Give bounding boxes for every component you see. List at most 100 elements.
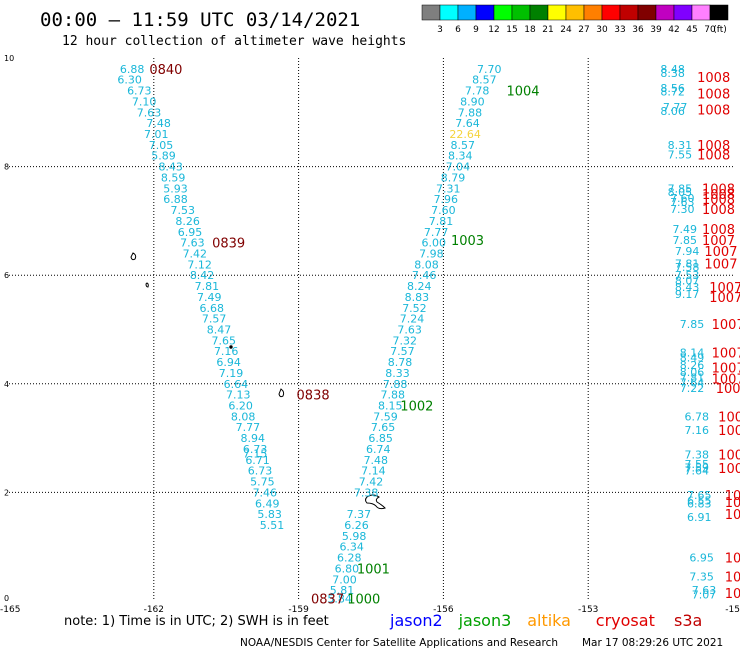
colorbar-swatch bbox=[691, 4, 711, 21]
wave-height-label: 6.80 bbox=[335, 562, 360, 575]
wave-height-label: 6.68 bbox=[199, 302, 224, 315]
wave-height-label: 6.28 bbox=[337, 552, 362, 565]
pass-time-label: 1008 bbox=[702, 193, 735, 208]
wave-height-label: 7.05 bbox=[149, 139, 174, 152]
wave-height-label: 7.16 bbox=[214, 345, 239, 358]
wave-height-label: 6.85 bbox=[368, 432, 393, 445]
wave-height-label: 7.46 bbox=[253, 486, 278, 499]
colorbar-swatch bbox=[439, 4, 459, 21]
colorbar-swatch bbox=[547, 4, 567, 21]
wave-height-label: 7.78 bbox=[465, 85, 490, 98]
y-tick-label: 4 bbox=[4, 380, 9, 389]
wave-height-label: 8.06 bbox=[660, 105, 685, 118]
wave-height-label: 6.88 bbox=[163, 193, 188, 206]
wave-height-label: 7.55 bbox=[685, 458, 710, 471]
colorbar-swatch bbox=[475, 4, 495, 21]
legend-item-cryosat: cryosat bbox=[596, 611, 655, 630]
colorbar-label: 27 bbox=[578, 25, 589, 35]
wave-height-label: 6.20 bbox=[228, 400, 253, 413]
wave-height-label: 8.42 bbox=[190, 269, 215, 282]
wave-height-label: 7.64 bbox=[680, 377, 705, 390]
wave-height-label: 8.38 bbox=[660, 67, 685, 80]
wave-height-label: 7.77 bbox=[236, 421, 261, 434]
footer-note: note: 1) Time is in UTC; 2) SWH is in fe… bbox=[64, 614, 329, 629]
pass-time-label: 1008 bbox=[702, 182, 735, 197]
wave-height-label: 7.38 bbox=[354, 486, 379, 499]
x-tick-label: -162 bbox=[144, 605, 164, 615]
wave-height-label: 8.31 bbox=[668, 139, 693, 152]
wave-height-label: 8.07 bbox=[675, 275, 700, 288]
wave-height-label: 7.38 bbox=[685, 448, 710, 461]
wave-height-label: 7.85 bbox=[668, 182, 693, 195]
wave-height-label: 7.63 bbox=[180, 237, 205, 250]
colorbar-swatch bbox=[457, 4, 477, 21]
pass-time-label: 0839 bbox=[212, 237, 245, 252]
wave-height-label: 6.73 bbox=[243, 443, 268, 456]
pass-time-label: 100 bbox=[716, 382, 740, 397]
pass-time-label: 0838 bbox=[297, 389, 330, 404]
wave-height-label: 5.81 bbox=[330, 584, 355, 597]
wave-height-label: 8.57 bbox=[472, 74, 497, 87]
pass-time-label: 1008 bbox=[697, 139, 730, 154]
wave-height-label: 8.43 bbox=[675, 281, 700, 294]
wave-height-label: 7.01 bbox=[144, 128, 169, 141]
wave-height-label: 6.83 bbox=[687, 497, 712, 510]
legend-item-jason2: jason2 bbox=[389, 611, 443, 630]
wave-height-label: 7.64 bbox=[455, 117, 480, 130]
wave-height-label: 7.35 bbox=[689, 571, 714, 584]
wave-height-label: 7.22 bbox=[680, 382, 705, 395]
colorbar-label: 45 bbox=[686, 25, 697, 35]
wave-height-label: 9.17 bbox=[675, 288, 700, 301]
wave-height-label: 7.65 bbox=[687, 489, 712, 502]
wave-height-label: 5.84 bbox=[327, 592, 352, 605]
wave-height-label: 8.57 bbox=[450, 139, 475, 152]
legend-item-jason3: jason3 bbox=[458, 611, 512, 630]
wave-height-label: 6.95 bbox=[689, 552, 714, 565]
wave-height-label: 8.34 bbox=[448, 150, 473, 163]
wave-height-label: 7.24 bbox=[400, 313, 425, 326]
pass-time-label: 10 bbox=[725, 552, 740, 567]
legend-item-altika: altika bbox=[527, 611, 571, 630]
island-outline bbox=[278, 388, 285, 398]
wave-height-label: 7.42 bbox=[359, 476, 384, 489]
wave-height-label: 6.73 bbox=[248, 465, 273, 478]
pass-time-label: 10 bbox=[725, 508, 740, 523]
wave-height-label: 7.16 bbox=[685, 424, 710, 437]
x-tick-label: -159 bbox=[288, 605, 309, 615]
pass-time-label: 1007 bbox=[712, 362, 740, 377]
wave-height-label: 6.71 bbox=[245, 454, 270, 467]
colorbar: 3 6 9 12 15 18 21 24 27 30 33 36 39 42 45 70(ft) bbox=[421, 4, 729, 35]
wave-height-label: 22.64 bbox=[449, 128, 481, 141]
wave-height-label: 7.12 bbox=[187, 258, 212, 271]
wave-height-label: 7.55 bbox=[668, 149, 693, 162]
wave-height-label: 7.85 bbox=[672, 234, 697, 247]
wave-height-label: 8.08 bbox=[231, 410, 256, 423]
wave-height-label: 7.81 bbox=[195, 280, 220, 293]
colorbar-swatch bbox=[709, 4, 729, 21]
wave-height-label: 5.89 bbox=[151, 150, 176, 163]
wave-height-label: 7.48 bbox=[146, 117, 171, 130]
coastline-fragments bbox=[130, 252, 386, 510]
x-tick-label: -15 bbox=[725, 605, 740, 615]
wave-height-label: 8.78 bbox=[388, 356, 413, 369]
colorbar-swatch bbox=[583, 4, 603, 21]
y-tick-label: 6 bbox=[4, 271, 9, 280]
wave-height-label: 7.85 bbox=[680, 318, 705, 331]
colorbar-swatch bbox=[565, 4, 585, 21]
wave-height-label: 6.26 bbox=[344, 519, 369, 532]
wave-height-label: 7.15 bbox=[243, 447, 268, 460]
wave-height-label: 8.56 bbox=[660, 82, 685, 95]
wave-height-label: 8.26 bbox=[175, 215, 200, 228]
wave-height-label: 7.32 bbox=[393, 334, 418, 347]
wave-height-label: 6.95 bbox=[178, 226, 203, 239]
wave-height-label: 8.48 bbox=[660, 63, 685, 76]
pass-time-label: 100 bbox=[718, 462, 740, 477]
wave-height-label: 8.43 bbox=[158, 161, 183, 174]
pass-time-label: 1001 bbox=[357, 562, 390, 577]
wave-height-label: 8.24 bbox=[407, 280, 432, 293]
wave-height-label: 7.96 bbox=[434, 193, 459, 206]
island-outline bbox=[130, 252, 137, 261]
chart-subtitle: 12 hour collection of altimeter wave hei… bbox=[62, 34, 406, 49]
pass-time-label: 1008 bbox=[697, 87, 730, 102]
